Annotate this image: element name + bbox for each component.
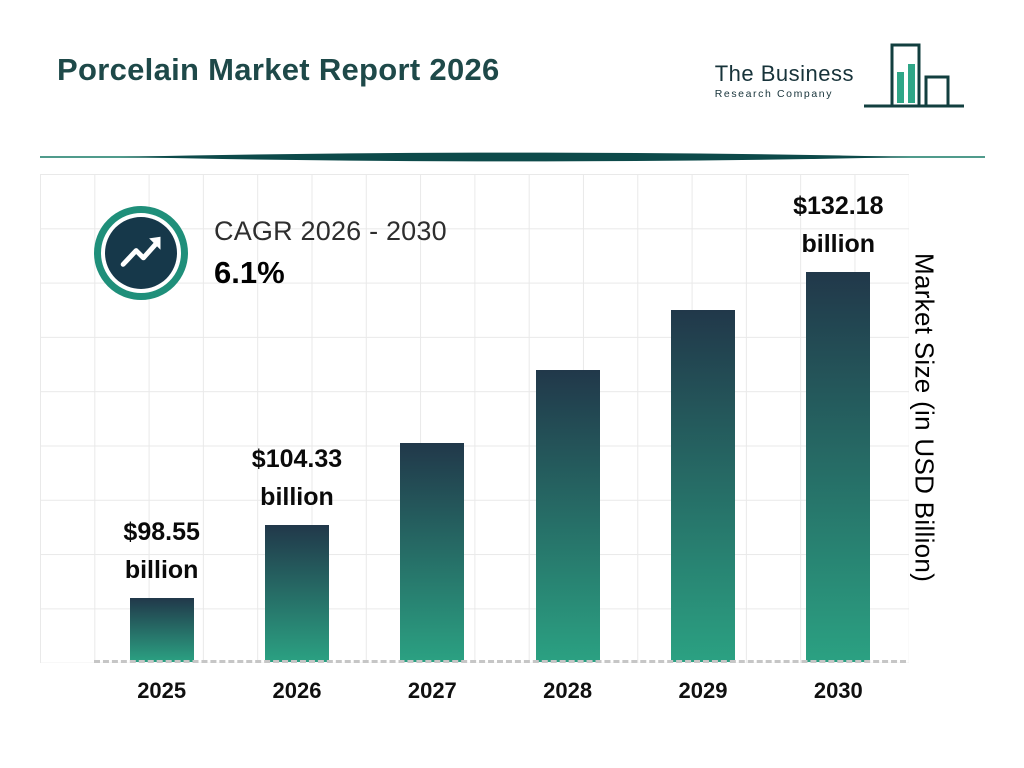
bar-2027 [400, 443, 465, 662]
x-tick-2029: 2029 [678, 678, 728, 703]
bar-2026 [264, 525, 329, 662]
growth-arrow-icon-inner [105, 217, 177, 289]
bars-container: $98.55 billion $104.33 billion $132.18 billio… [94, 174, 906, 662]
bar-2030 [806, 272, 871, 662]
bar-column-2030: $132.18 billion [771, 174, 906, 662]
x-tick-2028: 2028 [543, 678, 593, 703]
company-logo: The Business Research Company [715, 40, 966, 120]
x-tick-2030: 2030 [813, 678, 863, 703]
bar-column-2027 [365, 174, 500, 662]
bar-value-label-2030: $132.18 billion [793, 192, 884, 258]
x-tick-2025: 2025 [137, 678, 187, 703]
logo-name: The Business [714, 60, 854, 86]
growth-arrow-icon [94, 206, 188, 300]
x-axis-labels: 2025 2026 2027 2028 2029 2030 [94, 678, 906, 704]
bar-2025 [129, 598, 194, 662]
bar-column-2026: $104.33 billion [229, 174, 364, 662]
cagr-text: CAGR 2026 - 2030 6.1% [214, 216, 447, 291]
axis-baseline [94, 660, 906, 663]
y-axis-label: Market Size (in USD Billion) [909, 253, 940, 583]
bar-column-2028 [500, 174, 635, 662]
bar-value-label-2025: $98.55 billion [123, 518, 200, 584]
bar-2028 [535, 370, 600, 662]
x-tick-2027: 2027 [407, 678, 457, 703]
logo-barchart-icon [864, 43, 964, 108]
bar-column-2029 [635, 174, 770, 662]
bar-column-2025: $98.55 billion [94, 174, 229, 662]
trend-arrow [120, 236, 161, 267]
cagr-badge: CAGR 2026 - 2030 6.1% [94, 206, 447, 300]
x-tick-2026: 2026 [272, 678, 322, 703]
page-title: Porcelain Market Report 2026 [57, 52, 500, 87]
divider [40, 152, 985, 162]
cagr-value: 6.1% [214, 254, 285, 290]
bar-value-label-2026: $104.33 billion [251, 445, 343, 511]
logo-subname: Research Company [714, 87, 834, 100]
cagr-label: CAGR 2026 - 2030 [214, 215, 447, 246]
logo-text: The Business Research Company [715, 61, 854, 100]
bar-2029 [670, 310, 735, 662]
